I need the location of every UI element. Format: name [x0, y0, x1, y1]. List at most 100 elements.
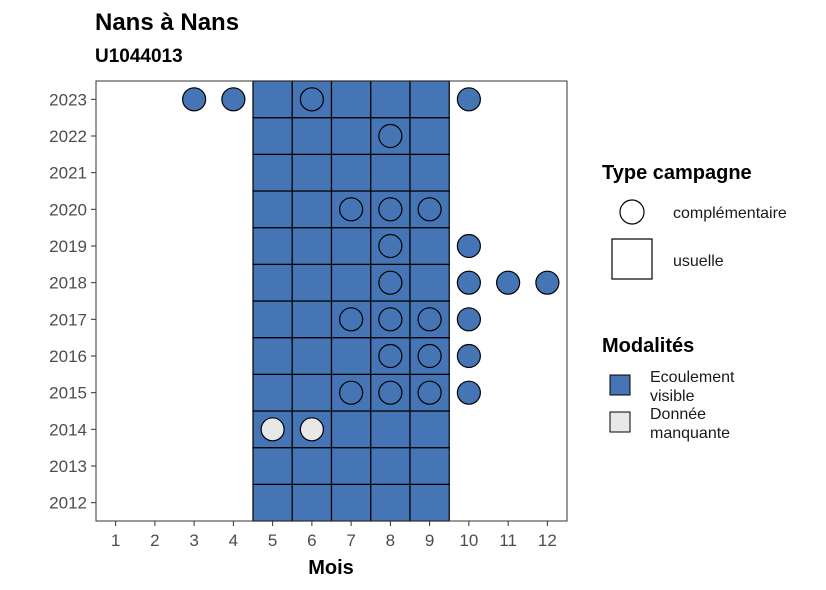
point-2018-8 — [378, 270, 403, 295]
y-tick-label-2023: 2023 — [49, 90, 87, 109]
tile-2018-6 — [291, 263, 333, 302]
point-2020-9 — [417, 197, 442, 222]
tile-2014-8 — [370, 410, 411, 449]
y-tick-label-2021: 2021 — [49, 164, 87, 183]
tile-2021-5 — [252, 153, 293, 192]
tile-2019-9 — [409, 227, 450, 265]
tile-2020-6 — [291, 190, 333, 229]
tile-2018-5 — [252, 263, 293, 302]
point-2015-8 — [378, 380, 403, 405]
tile-2021-7 — [330, 153, 372, 192]
tile-2023-9 — [409, 80, 450, 119]
y-tick-label-2014: 2014 — [49, 420, 87, 439]
x-tick-label-8: 8 — [386, 531, 395, 550]
point-2023-3 — [182, 87, 207, 112]
x-tick-label-11: 11 — [499, 531, 517, 550]
tile-2017-6 — [291, 300, 333, 339]
legend-complementaire-label: complémentaire — [673, 205, 787, 222]
legend-ecoulement-label-line1: Ecoulement — [650, 369, 735, 386]
tile-2022-9 — [409, 117, 450, 155]
tile-2023-7 — [330, 80, 372, 119]
y-tick-label-2019: 2019 — [49, 237, 87, 256]
point-2014-5 — [260, 417, 285, 442]
tile-2021-6 — [291, 153, 333, 192]
tile-2021-9 — [409, 153, 450, 192]
tile-2013-8 — [370, 447, 411, 485]
point-2018-12 — [535, 270, 560, 295]
tile-2014-7 — [330, 410, 372, 449]
tile-2018-7 — [330, 263, 372, 302]
x-tick-label-3: 3 — [189, 531, 198, 550]
legend-type-campagne: Type campagne complémentaire usuelle — [602, 162, 787, 280]
point-2014-6 — [299, 417, 324, 442]
chart-title: Nans à Nans — [95, 9, 239, 36]
tile-2017-5 — [252, 300, 293, 339]
x-axis-title: Mois — [308, 557, 354, 579]
x-tick-label-1: 1 — [111, 531, 120, 550]
point-2023-6 — [299, 87, 324, 112]
tile-2018-9 — [409, 263, 450, 302]
point-2015-7 — [339, 380, 364, 405]
point-2019-10 — [456, 233, 481, 259]
legend-manquante-label-line1: Donnée — [650, 406, 706, 423]
point-2018-11 — [496, 270, 521, 295]
tile-2019-7 — [330, 227, 372, 265]
tile-2020-5 — [252, 190, 293, 229]
x-tick-label-2: 2 — [150, 531, 159, 550]
tile-2012-7 — [330, 483, 372, 522]
legend-manquante-label: Donnée manquante — [650, 406, 730, 442]
legend-complementaire-circle-icon — [619, 199, 645, 225]
point-2020-8 — [378, 197, 403, 222]
legend-modalites-title: Modalités — [602, 335, 694, 357]
y-tick-label-2020: 2020 — [49, 200, 87, 219]
tile-2013-9 — [409, 447, 450, 485]
tile-2016-6 — [291, 337, 333, 375]
tile-2019-6 — [291, 227, 333, 265]
legend-type-campagne-title: Type campagne — [602, 162, 752, 184]
point-2016-9 — [417, 343, 442, 369]
tile-2013-5 — [252, 447, 293, 485]
tile-2012-5 — [252, 483, 293, 522]
y-tick-label-2022: 2022 — [49, 127, 87, 146]
plot-area: 1 2 3 4 5 6 7 8 9 10 11 122012201320142015201620172… — [49, 80, 568, 550]
tile-2013-6 — [291, 447, 333, 485]
x-tick-label-4: 4 — [229, 531, 238, 550]
point-2015-9 — [417, 380, 442, 405]
tile-2016-7 — [330, 337, 372, 375]
x-tick-label-10: 10 — [459, 531, 478, 550]
point-2016-8 — [378, 343, 403, 369]
x-tick-label-12: 12 — [538, 531, 557, 550]
legend-ecoulement-label: Ecoulement visible — [650, 369, 739, 405]
y-tick-label-2015: 2015 — [49, 384, 87, 403]
y-tick-label-2017: 2017 — [49, 310, 87, 329]
point-2017-9 — [417, 307, 442, 332]
chart-subtitle: U1044013 — [95, 46, 183, 67]
tile-2013-7 — [330, 447, 372, 485]
x-tick-label-5: 5 — [268, 531, 277, 550]
plot-border — [95, 80, 568, 522]
x-tick-label-7: 7 — [346, 531, 355, 550]
tile-2023-5 — [252, 80, 293, 119]
legend-modalites: Modalités Ecoulement visible Donnée manq… — [602, 335, 739, 442]
point-2023-4 — [221, 87, 246, 112]
y-tick-label-2012: 2012 — [49, 494, 87, 513]
x-tick-label-6: 6 — [307, 531, 316, 550]
point-2019-8 — [378, 233, 403, 259]
tile-2022-6 — [291, 117, 333, 155]
legend-ecoulement-swatch — [609, 374, 631, 396]
tile-2022-5 — [252, 117, 293, 155]
tile-2019-5 — [252, 227, 293, 265]
x-tick-label-9: 9 — [425, 531, 434, 550]
tile-2015-5 — [252, 373, 293, 412]
point-2023-10 — [456, 87, 481, 112]
tile-2015-6 — [291, 373, 333, 412]
tile-2012-6 — [291, 483, 333, 522]
tile-2014-9 — [409, 410, 450, 449]
y-tick-label-2018: 2018 — [49, 274, 87, 293]
legend-manquante-label-line2: manquante — [650, 425, 730, 442]
point-2017-10 — [456, 307, 481, 332]
tile-2012-9 — [409, 483, 450, 522]
point-2020-7 — [339, 197, 364, 222]
legend-usuelle-square-icon — [611, 238, 653, 280]
